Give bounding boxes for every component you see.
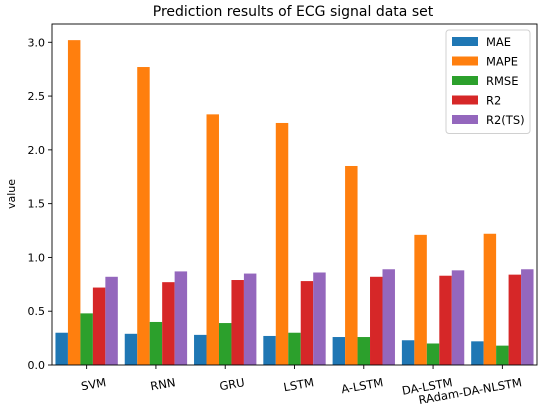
y-tick-label: 2.5 (28, 90, 46, 103)
legend-swatch-r2-ts (452, 115, 478, 124)
bar-rmse-rnn (149, 321, 163, 365)
bar-mape-da-lstm (414, 234, 427, 365)
bar-r2-ts-gru (243, 273, 257, 365)
legend-label-r2: R2 (486, 94, 501, 108)
bar-rmse-lstm (288, 332, 301, 365)
bar-r2-svm (92, 287, 106, 365)
bar-mae-svm (55, 332, 68, 365)
bar-r2-rnn (162, 282, 175, 365)
y-tick-label: 1.5 (28, 198, 46, 211)
y-axis-label: value (5, 179, 18, 209)
bar-mae-da-lstm (401, 340, 415, 365)
bar-mae-radam-da-nlstm (471, 341, 484, 365)
y-tick-label: 2.0 (28, 144, 46, 157)
bar-r2-radam-da-nlstm (508, 274, 522, 365)
bar-r2-da-lstm (439, 275, 452, 365)
bar-mae-a-lstm (332, 337, 346, 365)
bar-mape-rnn (137, 67, 150, 365)
y-tick-label: 0.0 (28, 359, 46, 372)
legend-label-mape: MAPE (486, 55, 518, 69)
legend-swatch-r2 (452, 95, 478, 105)
x-tick-label-lstm: LSTM (282, 375, 315, 394)
legend-label-r2-ts: R2(TS) (486, 113, 525, 127)
bar-rmse-da-lstm (426, 343, 440, 365)
x-tick-label-a-lstm: A-LSTM (340, 375, 384, 396)
x-tick-label-rnn: RNN (149, 375, 176, 393)
bar-r2-gru (231, 280, 244, 365)
bar-rmse-a-lstm (357, 337, 371, 365)
bar-mae-rnn (124, 333, 138, 365)
bar-mape-svm (67, 40, 81, 365)
bar-r2-ts-rnn (174, 271, 188, 365)
bar-mape-a-lstm (345, 165, 358, 365)
y-tick-label: 3.0 (28, 36, 46, 49)
y-tick-label: 1.0 (28, 251, 46, 264)
bar-rmse-svm (80, 313, 93, 365)
bar-mae-gru (194, 334, 207, 365)
x-tick-label-gru: GRU (218, 375, 245, 393)
bar-r2-ts-da-lstm (451, 270, 465, 365)
legend-box (445, 29, 531, 134)
bar-r2-lstm (300, 281, 314, 365)
bar-mape-radam-da-nlstm (483, 233, 497, 365)
legend-swatch-rmse (452, 76, 478, 85)
bar-r2-ts-radam-da-nlstm (521, 269, 534, 365)
y-tick-label: 0.5 (28, 305, 46, 318)
bar-rmse-gru (218, 323, 232, 365)
bar-rmse-radam-da-nlstm (496, 345, 509, 365)
bar-r2-a-lstm (370, 276, 383, 365)
legend: MAE MAPE RMSE R2 R2(TS) (445, 29, 531, 134)
bar-r2-ts-lstm (313, 272, 326, 365)
chart-title: Prediction results of ECG signal data se… (153, 4, 434, 20)
x-tick-label-svm: SVM (80, 375, 107, 393)
bar-mape-gru (206, 114, 219, 365)
legend-swatch-mape (452, 56, 478, 66)
legend-label-rmse: RMSE (486, 74, 518, 88)
legend-label-mae: MAE (486, 35, 511, 49)
bar-mae-lstm (263, 335, 276, 365)
bars-group (55, 40, 534, 365)
bar-r2-ts-svm (105, 276, 118, 365)
bar-mape-lstm (275, 122, 289, 365)
bar-r2-ts-a-lstm (382, 269, 395, 365)
legend-swatch-mae (452, 37, 478, 46)
